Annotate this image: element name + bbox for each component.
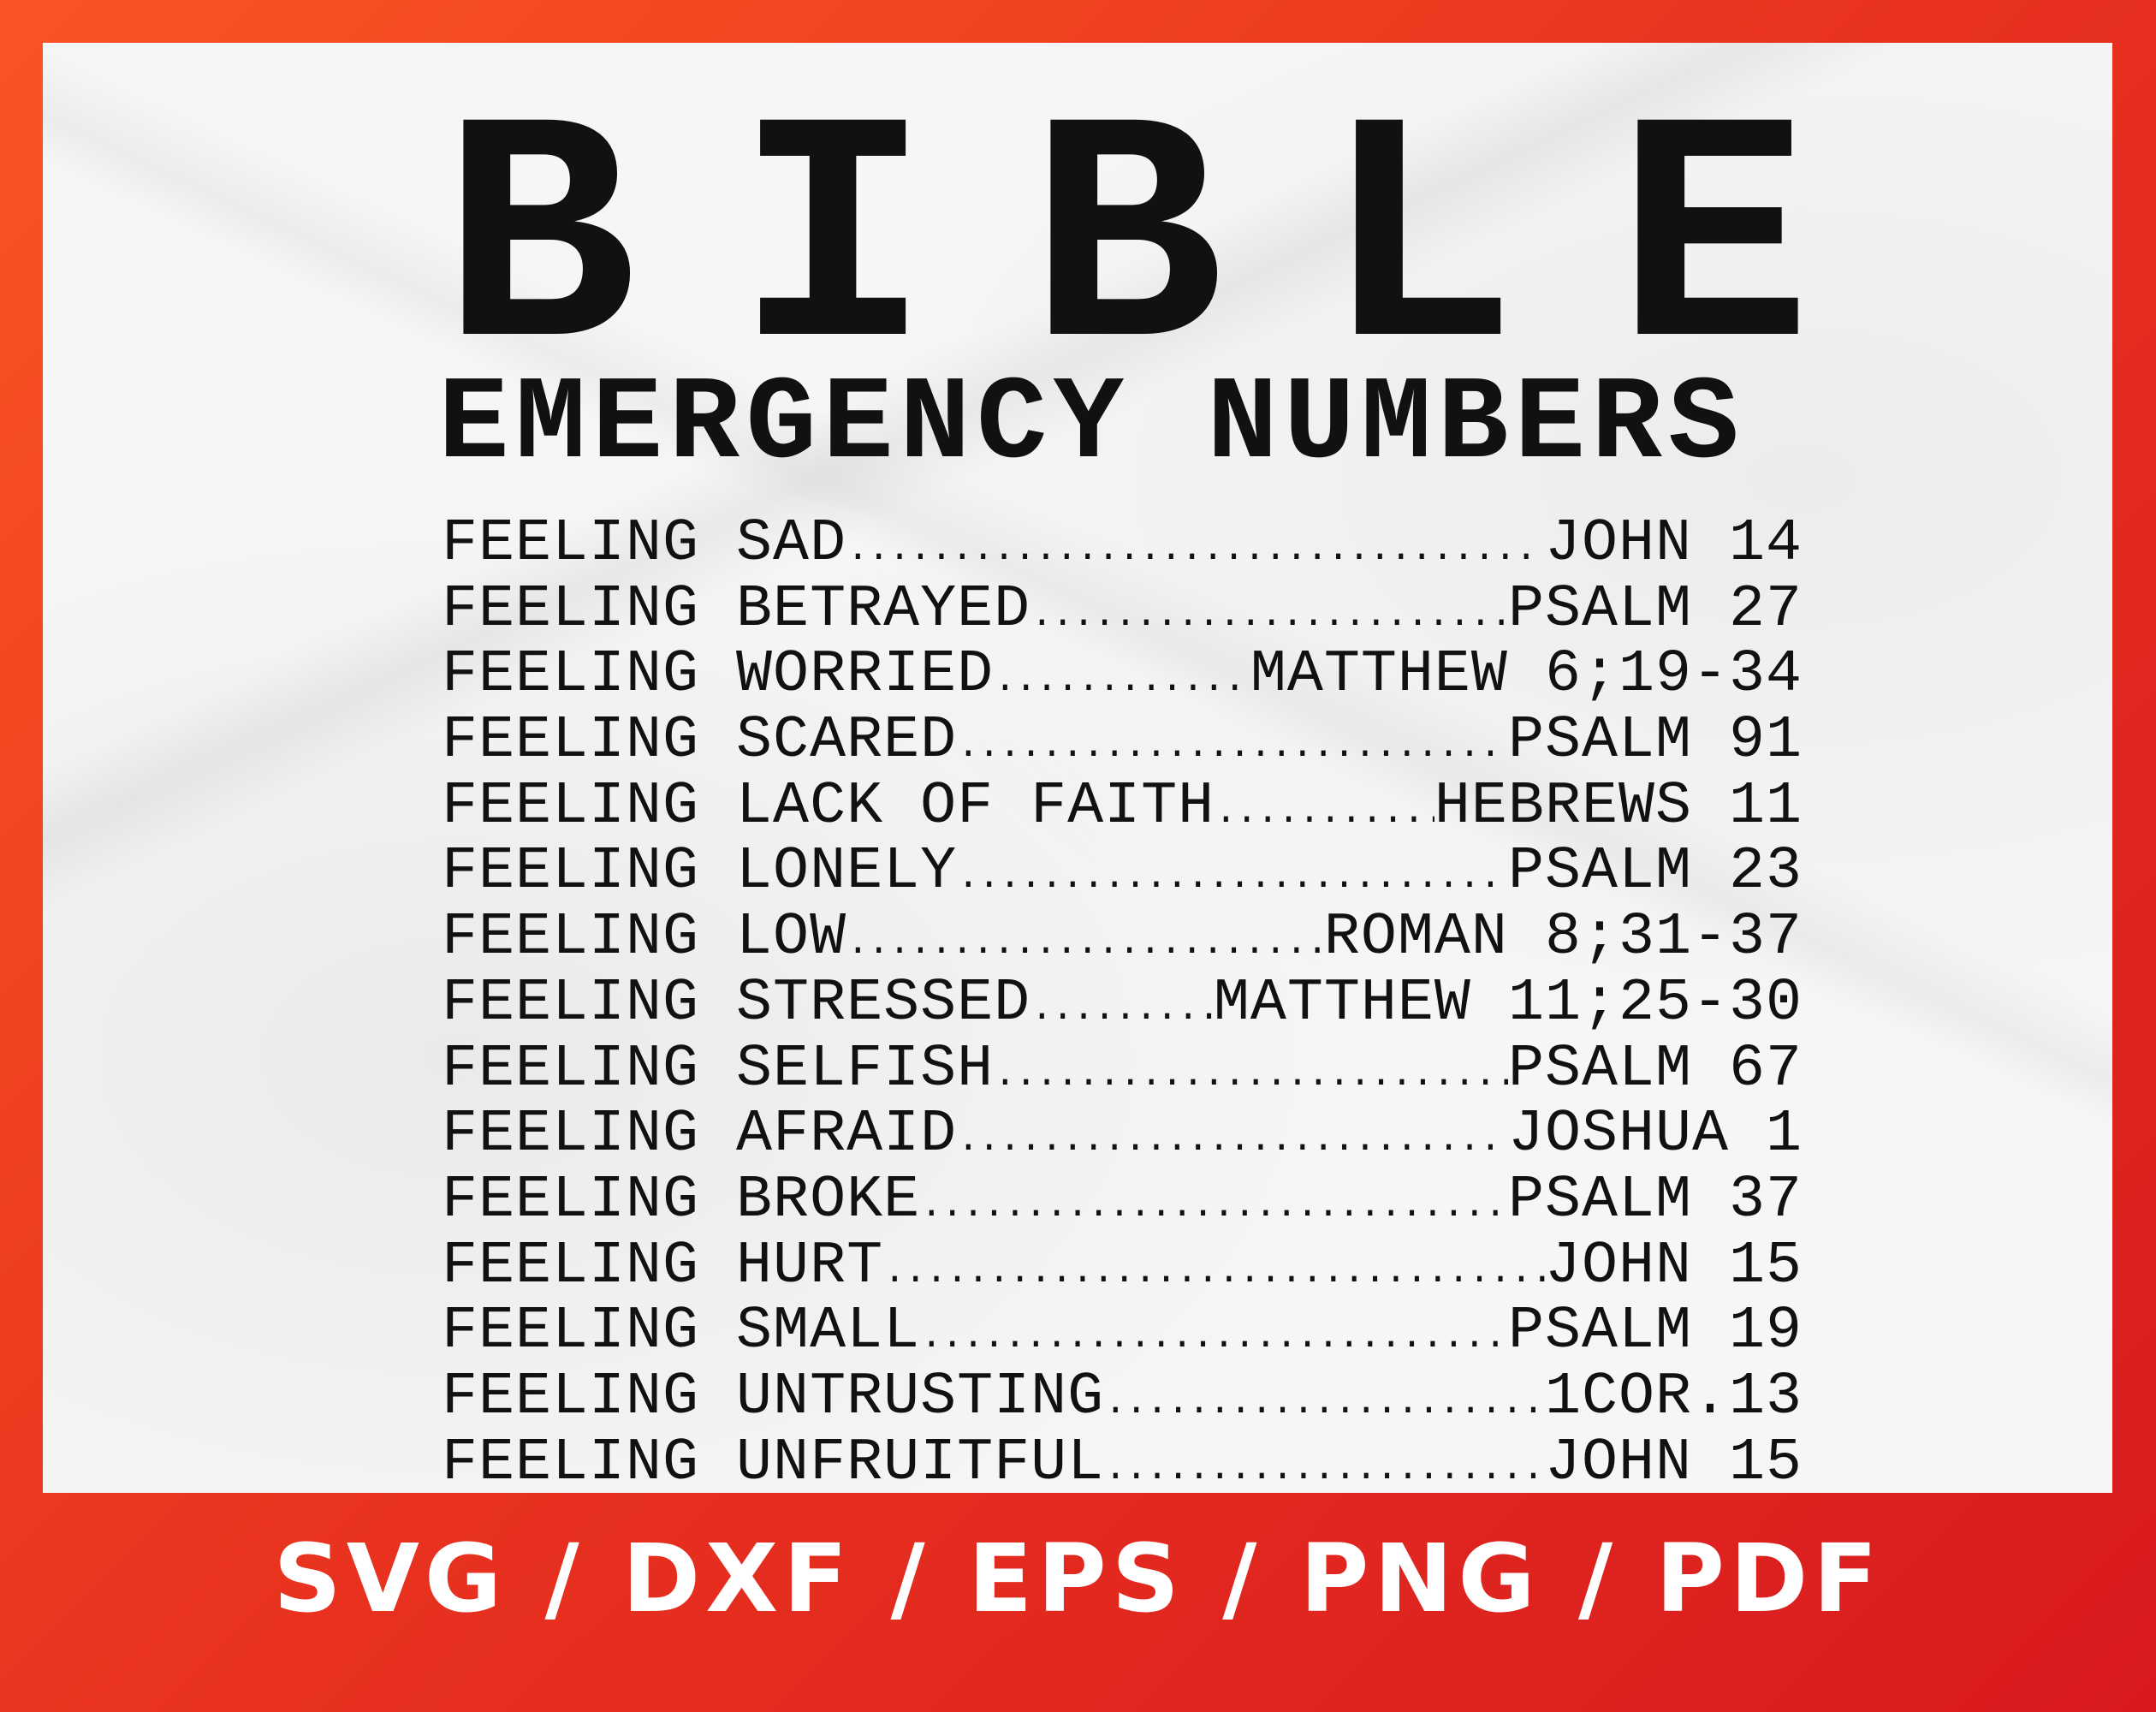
entry-label: FEELING LOW	[442, 904, 847, 972]
dot-leader: ........................................…	[957, 856, 1508, 900]
dot-leader: ........................................…	[957, 1119, 1508, 1162]
entry-label: FEELING SELFISH	[442, 1035, 995, 1103]
entry-label: FEELING STRESSED	[442, 969, 1031, 1037]
list-item: FEELING SAD.............................…	[442, 510, 1803, 578]
entry-reference: MATTHEW 11;25-30	[1213, 969, 1803, 1037]
entry-label: FEELING SAD	[442, 510, 847, 578]
list-item: FEELING UNTRUSTING......................…	[442, 1363, 1803, 1431]
dot-leader: ........................................…	[1030, 593, 1508, 637]
list-item: FEELING AFRAID..........................…	[442, 1101, 1803, 1169]
title-letter: B	[1028, 64, 1225, 432]
title-letter: E	[1615, 64, 1811, 432]
entry-reference: ROMAN 8;31-37	[1323, 904, 1803, 972]
dot-leader: ........................................…	[1215, 790, 1434, 834]
list-item: FEELING BETRAYED........................…	[442, 575, 1803, 644]
entry-reference: 1COR.13	[1544, 1363, 1803, 1431]
entry-reference: PSALM 67	[1507, 1035, 1803, 1103]
entry-reference: HEBREWS 11	[1434, 772, 1803, 841]
entry-reference: JOHN 15	[1544, 1429, 1803, 1497]
entry-label: FEELING LONELY	[442, 838, 958, 907]
subtitle: EMERGENCY NUMBERS	[438, 359, 1745, 492]
entry-label: FEELING SCARED	[442, 707, 958, 776]
entry-reference: JOHN 14	[1544, 510, 1803, 578]
entry-reference: PSALM 37	[1507, 1166, 1803, 1234]
title-letter: B	[442, 64, 638, 432]
list-item: FEELING LONELY..........................…	[442, 840, 1803, 906]
list-item: FEELING WORRIED.........................…	[442, 643, 1803, 709]
list-item: FEELING SELFISH.........................…	[442, 1037, 1803, 1103]
dot-leader: ........................................…	[994, 1053, 1508, 1097]
entry-label: FEELING SMALL	[442, 1298, 921, 1366]
dot-leader: ........................................…	[920, 1184, 1508, 1228]
entry-list: FEELING SAD.............................…	[442, 510, 1803, 1497]
dot-leader: ........................................…	[1030, 987, 1214, 1031]
dot-leader: ........................................…	[1104, 1447, 1545, 1490]
dot-leader: ........................................…	[994, 659, 1250, 703]
dot-leader: ........................................…	[957, 725, 1508, 769]
entry-label: FEELING UNFRUITFUL	[442, 1429, 1105, 1497]
dot-leader: ........................................…	[883, 1250, 1545, 1293]
list-item: FEELING UNFRUITFUL......................…	[442, 1429, 1803, 1497]
list-item: FEELING LOW.............................…	[442, 904, 1803, 972]
list-item: FEELING STRESSED........................…	[442, 969, 1803, 1037]
list-item: FEELING BROKE...........................…	[442, 1168, 1803, 1234]
file-formats-banner: SVG / DXF / EPS / PNG / PDF	[273, 1524, 1883, 1633]
entry-label: FEELING UNTRUSTING	[442, 1363, 1105, 1431]
dot-leader: ........................................…	[920, 1316, 1508, 1359]
entry-label: FEELING AFRAID	[442, 1101, 958, 1169]
entry-reference: MATTHEW 6;19-34	[1250, 641, 1803, 710]
list-item: FEELING HURT............................…	[442, 1232, 1803, 1300]
list-item: FEELING SMALL...........................…	[442, 1299, 1803, 1365]
entry-label: FEELING BROKE	[442, 1166, 921, 1234]
marble-panel: B I B L E EMERGENCY NUMBERS FEELING SAD.…	[43, 43, 2112, 1497]
dot-leader: ........................................…	[846, 528, 1545, 571]
entry-reference: JOSHUA 1	[1507, 1101, 1803, 1169]
entry-label: FEELING HURT	[442, 1232, 884, 1300]
entry-label: FEELING WORRIED	[442, 641, 995, 710]
entry-reference: JOHN 15	[1544, 1232, 1803, 1300]
list-item: FEELING SCARED..........................…	[442, 707, 1803, 776]
entry-label: FEELING LACK OF FAITH	[442, 772, 1215, 841]
entry-reference: PSALM 27	[1507, 575, 1803, 644]
entry-reference: PSALM 91	[1507, 707, 1803, 776]
entry-label: FEELING BETRAYED	[442, 575, 1031, 644]
entry-reference: PSALM 23	[1507, 838, 1803, 907]
title-letter: L	[1322, 64, 1518, 432]
list-item: FEELING LACK OF FAITH...................…	[442, 772, 1803, 841]
entry-reference: PSALM 19	[1507, 1298, 1803, 1366]
title-letter: I	[734, 64, 931, 432]
page-title: B I B L E	[442, 64, 1811, 432]
dot-leader: ........................................…	[846, 922, 1324, 966]
dot-leader: ........................................…	[1104, 1381, 1545, 1424]
